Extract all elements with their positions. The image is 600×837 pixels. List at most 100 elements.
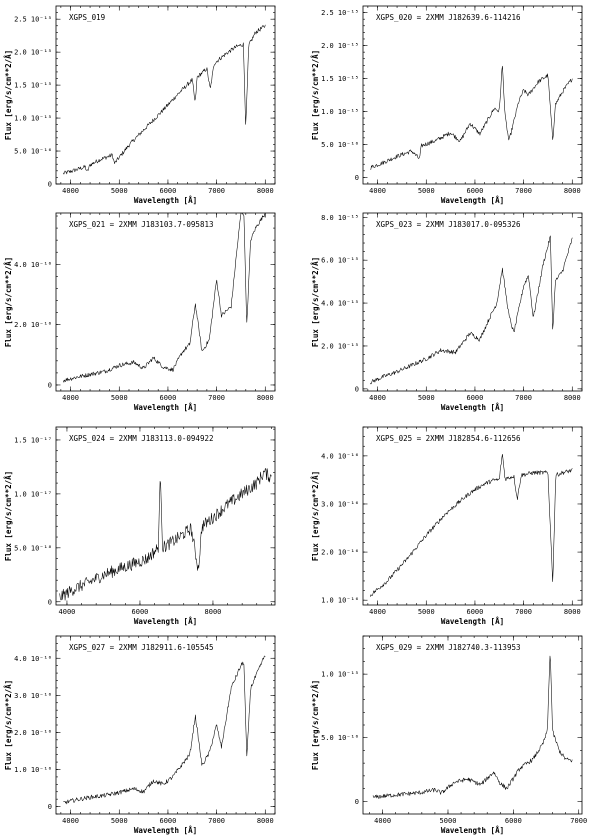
y-tick-label: 0	[355, 174, 359, 182]
y-tick-label: 5.0 10⁻¹⁶	[321, 141, 359, 149]
y-tick-label: 1.0 10⁻¹⁶	[321, 597, 359, 605]
x-tick-label: 5000	[111, 394, 128, 402]
plot-frame	[55, 426, 276, 606]
spectrum-line	[370, 65, 573, 170]
x-tick-label: 7000	[515, 394, 532, 402]
x-tick-label: 4000	[62, 394, 79, 402]
x-axis-label: Wavelength [Å]	[441, 403, 504, 412]
plot-frame	[55, 212, 276, 392]
y-axis-label: Flux [erg/s/cm**2/Å]	[311, 471, 320, 561]
panel-title: XGPS_029 = 2XMM J182740.3-113953	[376, 643, 521, 652]
x-tick-label: 7000	[515, 187, 532, 195]
x-tick-label: 4000	[369, 394, 386, 402]
x-tick-label: 6000	[467, 394, 484, 402]
x-tick-label: 6000	[132, 608, 149, 616]
y-tick-label: 4.0 10⁻¹⁶	[321, 452, 359, 460]
y-tick-label: 2.0 10⁻¹⁵	[321, 342, 359, 350]
y-axis-label: Flux [erg/s/cm**2/Å]	[311, 680, 320, 770]
plot-frame	[55, 5, 276, 185]
y-tick-label: 1.5 10⁻¹⁵	[14, 82, 52, 90]
x-tick-label: 5000	[111, 817, 128, 825]
x-tick-label: 5000	[111, 187, 128, 195]
y-axis-label: Flux [erg/s/cm**2/Å]	[4, 50, 13, 140]
x-tick-label: 8000	[205, 608, 222, 616]
y-tick-label: 2.5 10⁻¹⁵	[321, 9, 359, 17]
x-tick-label: 7000	[208, 394, 225, 402]
x-axis-label: Wavelength [Å]	[134, 826, 197, 835]
x-tick-label: 5000	[418, 394, 435, 402]
y-tick-label: 1.0 10⁻¹⁵	[14, 115, 52, 123]
x-axis-label: Wavelength [Å]	[134, 403, 197, 412]
spectrum-line	[63, 24, 266, 175]
spectrum-panel-4: 4000 5000 6000 7000 8000 0 2.0 10⁻¹⁵ 4.0 10⁻¹⁵ 6…	[311, 212, 583, 412]
y-axis-label: Flux [erg/s/cm**2/Å]	[4, 257, 13, 347]
y-tick-label: 0	[355, 385, 359, 393]
x-tick-label: 6000	[160, 187, 177, 195]
x-axis-label: Wavelength [Å]	[441, 196, 504, 205]
y-tick-label: 4.0 10⁻¹⁶	[14, 655, 52, 663]
y-tick-label: 0	[48, 598, 52, 606]
spectrum-line	[372, 655, 573, 799]
y-tick-label: 2.0 10⁻¹⁶	[14, 321, 52, 329]
y-tick-label: 2.5 10⁻¹⁵	[14, 16, 52, 24]
x-tick-label: 5000	[440, 817, 457, 825]
x-tick-label: 6000	[467, 187, 484, 195]
y-tick-label: 0	[48, 181, 52, 189]
x-tick-label: 4000	[62, 187, 79, 195]
y-tick-label: 4.0 10⁻¹⁶	[14, 261, 52, 269]
y-tick-label: 1.0 10⁻¹⁵	[321, 108, 359, 116]
x-tick-label: 4000	[369, 187, 386, 195]
x-tick-label: 5000	[418, 608, 435, 616]
y-tick-label: 3.0 10⁻¹⁶	[14, 692, 52, 700]
panel-title: XGPS_019	[69, 13, 105, 22]
spectrum-panel-8: 4000 5000 6000 7000 0 5.0 10⁻¹⁶ 1.0 10⁻¹⁵ Wavel…	[311, 635, 587, 835]
plot-frame	[362, 212, 583, 392]
y-axis-label: Flux [erg/s/cm**2/Å]	[4, 471, 13, 561]
y-tick-label: 0	[355, 798, 359, 806]
spectrum-line	[370, 235, 573, 385]
x-axis-label: Wavelength [Å]	[441, 826, 504, 835]
x-axis-label: Wavelength [Å]	[134, 617, 197, 626]
y-tick-label: 0	[48, 803, 52, 811]
x-tick-label: 4000	[62, 817, 79, 825]
x-tick-label: 4000	[59, 608, 76, 616]
x-tick-label: 7000	[208, 187, 225, 195]
y-tick-label: 4.0 10⁻¹⁵	[321, 300, 359, 308]
y-tick-label: 2.0 10⁻¹⁶	[14, 729, 52, 737]
y-axis-label: Flux [erg/s/cm**2/Å]	[4, 680, 13, 770]
x-tick-label: 7000	[515, 608, 532, 616]
y-tick-label: 2.0 10⁻¹⁵	[14, 49, 52, 57]
panel-title: XGPS_027 = 2XMM J182911.6-105545	[69, 643, 214, 652]
y-tick-label: 8.0 10⁻¹⁵	[321, 214, 359, 222]
x-tick-label: 8000	[257, 817, 274, 825]
y-tick-label: 0	[48, 381, 52, 389]
y-tick-label: 6.0 10⁻¹⁵	[321, 257, 359, 265]
y-tick-label: 1.0 10⁻¹⁶	[14, 766, 52, 774]
y-tick-label: 3.0 10⁻¹⁶	[321, 500, 359, 508]
panel-title: XGPS_023 = 2XMM J183017.0-095326	[376, 220, 521, 229]
spectrum-panel-5: 4000 6000 8000 0 5.0 10⁻¹⁸ 1.0 10⁻¹⁷ 1.5 10⁻¹⁷…	[4, 426, 276, 626]
x-tick-label: 8000	[564, 187, 581, 195]
x-tick-label: 8000	[257, 187, 274, 195]
y-tick-label: 2.0 10⁻¹⁶	[321, 549, 359, 557]
plot-frame	[55, 635, 276, 815]
y-tick-label: 1.0 10⁻¹⁵	[321, 671, 359, 679]
y-tick-label: 5.0 10⁻¹⁶	[14, 148, 52, 156]
x-tick-label: 6000	[467, 608, 484, 616]
spectrum-line	[59, 468, 272, 601]
x-tick-label: 6000	[505, 817, 522, 825]
spectrum-line	[63, 655, 266, 805]
y-axis-label: Flux [erg/s/cm**2/Å]	[311, 257, 320, 347]
panel-title: XGPS_025 = 2XMM J182854.6-112656	[376, 434, 521, 443]
spectrum-panel-6: 4000 5000 6000 7000 8000 1.0 10⁻¹⁶ 2.0 10⁻¹⁶ 3.…	[311, 426, 583, 626]
y-tick-label: 1.5 10⁻¹⁵	[321, 75, 359, 83]
spectrum-line	[63, 213, 266, 383]
x-tick-label: 8000	[257, 394, 274, 402]
y-tick-label: 5.0 10⁻¹⁶	[321, 734, 359, 742]
spectrum-panel-7: 4000 5000 6000 7000 8000 0 1.0 10⁻¹⁶ 2.0 10⁻¹⁶ 3…	[4, 635, 276, 835]
spectrum-panel-1: 4000 5000 6000 7000 8000 0 5.0 10⁻¹⁶ 1.0 10⁻¹⁵ 1…	[4, 5, 276, 205]
plot-frame	[362, 635, 583, 815]
y-tick-label: 1.0 10⁻¹⁷	[14, 490, 52, 498]
x-tick-label: 8000	[564, 608, 581, 616]
